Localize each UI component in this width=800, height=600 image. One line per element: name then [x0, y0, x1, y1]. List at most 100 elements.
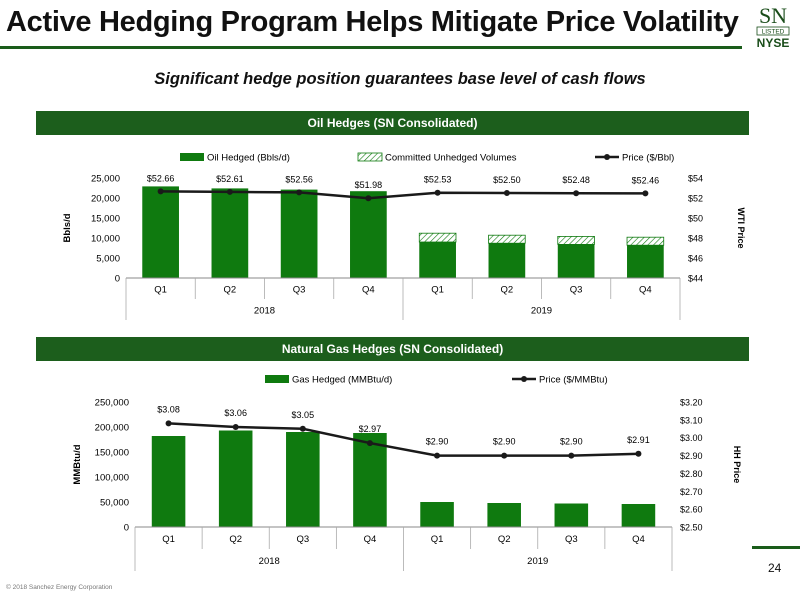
bar — [211, 188, 249, 278]
logo-exchange: NYSE — [757, 36, 790, 50]
price-marker — [434, 189, 441, 196]
x-tick-label: Q1 — [154, 285, 167, 296]
x-group-label: 2018 — [259, 556, 280, 567]
price-marker — [299, 425, 306, 432]
legend-bar-swatch — [357, 152, 383, 162]
price-marker — [232, 424, 239, 430]
price-data-label: $2.97 — [359, 424, 382, 434]
copyright-note: © 2018 Sanchez Energy Corporation — [6, 584, 113, 591]
x-group-label: 2018 — [254, 306, 275, 317]
y2-tick-label: $2.60 — [680, 505, 703, 515]
x-tick-label: Q3 — [296, 534, 309, 545]
price-data-label: $52.50 — [493, 175, 521, 185]
y-axis-title: Bbls/d — [62, 213, 73, 242]
legend-line-marker — [521, 376, 527, 382]
price-marker — [568, 452, 575, 459]
hatched-bar — [418, 232, 457, 243]
price-marker — [642, 190, 649, 197]
price-marker — [165, 420, 172, 427]
page-number: 24 — [768, 561, 782, 575]
y-tick-label: 200,000 — [95, 423, 129, 434]
x-tick-label: Q2 — [224, 285, 237, 296]
y2-tick-label: $2.70 — [680, 487, 703, 497]
y-tick-label: 250,000 — [95, 398, 129, 409]
gas-hedges-chart: Gas Hedged (MMBtu/d) Price ($/MMBtu) 250,0… — [72, 375, 742, 571]
y-tick-label: 10,000 — [91, 234, 120, 245]
x-tick-label: Q2 — [229, 534, 242, 545]
oil-chart-banner: Oil Hedges (SN Consolidated) — [36, 111, 749, 135]
title-underline — [0, 46, 742, 49]
y-tick-label: 0 — [124, 523, 129, 534]
hatched-bar — [626, 236, 665, 246]
y2-tick-label: $3.20 — [680, 398, 703, 408]
bar — [488, 243, 526, 278]
x-tick-label: Q4 — [364, 534, 377, 545]
x-tick-label: Q1 — [431, 534, 444, 545]
price-data-label: $52.56 — [285, 174, 313, 184]
price-marker — [503, 190, 510, 196]
x-tick-label: Q4 — [632, 534, 645, 545]
price-marker — [366, 440, 373, 447]
price-data-label: $52.48 — [562, 175, 590, 185]
logo-ticker: SN — [759, 3, 787, 28]
y2-tick-label: $48 — [688, 234, 703, 244]
y2-tick-label: $2.50 — [680, 523, 703, 533]
x-tick-label: Q3 — [293, 285, 306, 296]
bar — [151, 436, 186, 527]
price-data-label: $52.53 — [424, 175, 452, 185]
y2-axis-title: HH Price — [732, 446, 742, 484]
page-title: Active Hedging Program Helps Mitigate Pr… — [6, 6, 739, 38]
y2-tick-label: $2.80 — [680, 469, 703, 479]
bar — [286, 432, 320, 527]
legend-label: Price ($/MMBtu) — [539, 375, 608, 386]
y-tick-label: 25,000 — [91, 174, 120, 185]
bar — [487, 503, 521, 527]
y2-tick-label: $50 — [688, 214, 703, 224]
price-data-label: $3.05 — [292, 410, 315, 420]
price-data-label: $52.46 — [632, 175, 660, 185]
bar — [142, 186, 179, 278]
price-data-label: $2.90 — [560, 437, 583, 447]
price-marker — [157, 188, 164, 195]
gas-chart-banner: Natural Gas Hedges (SN Consolidated) — [36, 337, 749, 361]
price-data-label: $2.90 — [426, 437, 449, 447]
page-subtitle: Significant hedge position guarantees ba… — [154, 70, 646, 88]
y2-tick-label: $54 — [688, 174, 703, 184]
price-data-label: $51.98 — [355, 180, 383, 190]
y-tick-label: 5,000 — [96, 254, 120, 265]
hatched-bar — [488, 234, 526, 244]
y2-tick-label: $2.90 — [680, 451, 703, 461]
y-tick-label: 20,000 — [91, 194, 120, 205]
logo-listed: LISTED — [762, 29, 785, 36]
price-marker — [434, 452, 441, 459]
y-tick-label: 100,000 — [95, 473, 129, 484]
legend-bar-swatch — [180, 153, 204, 161]
legend-label: Committed Unhedged Volumes — [385, 153, 517, 164]
legend-line-marker — [604, 154, 610, 160]
bar — [420, 502, 454, 527]
price-data-label: $52.61 — [216, 174, 244, 184]
x-tick-label: Q2 — [498, 534, 511, 545]
x-tick-label: Q3 — [565, 534, 578, 545]
price-marker — [296, 189, 303, 196]
x-tick-label: Q4 — [362, 285, 375, 296]
y2-tick-label: $3.10 — [680, 415, 703, 425]
legend-bar-swatch — [265, 375, 289, 383]
bar — [419, 242, 456, 278]
bar — [218, 430, 253, 527]
price-marker — [635, 450, 642, 457]
price-data-label: $2.90 — [493, 437, 516, 447]
price-line — [168, 422, 639, 457]
bar — [350, 191, 387, 278]
bar — [353, 433, 387, 527]
bar — [627, 245, 664, 278]
x-tick-label: Q4 — [639, 285, 652, 296]
price-marker — [226, 188, 233, 195]
x-group-label: 2019 — [527, 556, 548, 567]
hatched-bar — [557, 236, 595, 245]
legend-label: Price ($/Bbl) — [622, 153, 674, 164]
bar — [621, 504, 656, 527]
price-marker — [573, 190, 580, 197]
x-tick-label: Q3 — [570, 285, 583, 296]
bar — [554, 503, 589, 527]
